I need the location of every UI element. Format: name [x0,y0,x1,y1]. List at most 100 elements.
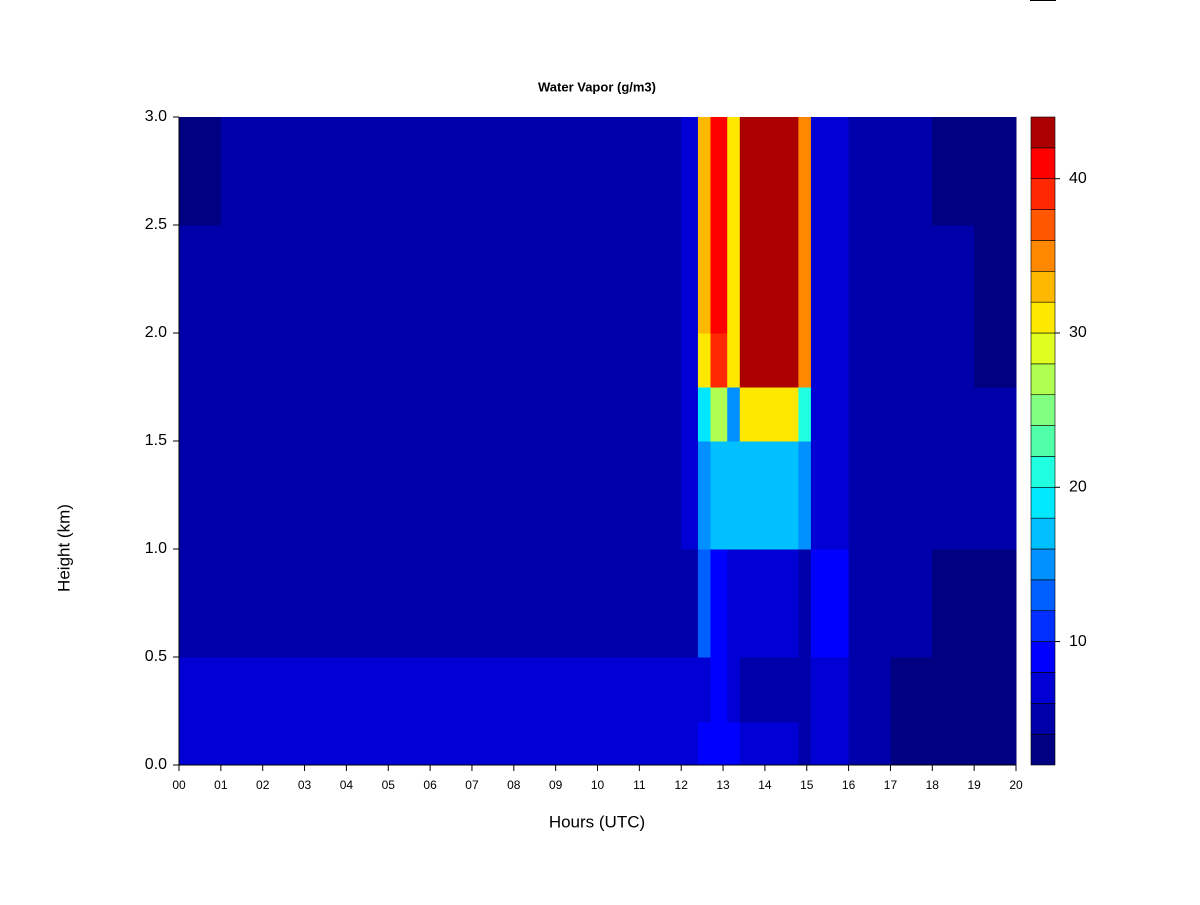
heat-cell [639,549,682,658]
heat-cell [346,117,389,226]
heat-cell [513,333,557,388]
heat-cell [471,387,515,442]
heat-cell [597,549,640,658]
heat-cell [471,721,515,766]
heat-cell [597,387,640,442]
heat-cell [597,441,640,550]
heat-cell [727,225,741,334]
colorbar-bin [1030,548,1056,581]
heat-cell [471,657,515,723]
heat-cell [179,387,222,442]
heat-cell [430,441,473,550]
heat-cell [739,721,799,766]
heat-cell [810,117,850,226]
heat-cell [681,549,699,658]
heat-cell [739,333,799,388]
colorbar-bin [1030,394,1056,426]
heat-cell [388,387,431,442]
heat-cell [727,657,741,723]
heat-cell [890,387,933,442]
heat-cell [681,657,699,723]
heat-cell [848,721,891,766]
heat-cell [739,441,799,550]
heat-cell [697,117,711,226]
heat-cell [848,657,891,723]
colorbar-bin [1030,641,1056,673]
heat-cell [932,549,975,658]
colorbar-bin [1030,240,1056,272]
x-tick-label: 04 [340,778,354,792]
heat-cell [430,721,473,766]
heat-cell [220,117,264,226]
heat-cell [555,333,598,388]
heat-cell [710,387,728,442]
x-tick-label: 19 [967,778,981,792]
heat-cell [710,117,728,226]
heat-cell [513,441,557,550]
colorbar-bin [1030,579,1056,612]
heat-cell [304,225,347,334]
x-tick-label: 07 [465,778,479,792]
heat-cell [848,549,891,658]
x-tick-label: 06 [423,778,437,792]
heat-cell [471,225,515,334]
heat-cell [513,549,557,658]
heat-cell [597,225,640,334]
heat-cell [810,387,850,442]
heat-cell [179,225,222,334]
heat-cell [710,441,728,550]
heat-cell [471,549,515,658]
x-tick-label: 09 [549,778,563,792]
heat-cell [179,441,222,550]
heat-cell [810,441,850,550]
heat-cell [304,657,347,723]
heat-cell [471,441,515,550]
heat-cell [430,387,473,442]
heat-cell [739,225,799,334]
heat-cell [220,387,264,442]
y-tick-label: 1.5 [145,432,167,449]
heat-cell [304,387,347,442]
heat-cell [346,549,389,658]
heat-cell [597,721,640,766]
x-tick-label: 08 [507,778,521,792]
heat-cell [932,225,975,334]
heat-cell [932,657,975,723]
heat-cell [220,721,264,766]
heat-cell [798,549,812,658]
heat-cell [388,721,431,766]
heat-cell [555,657,598,723]
heat-cell [430,117,473,226]
heat-cell [974,549,1017,658]
y-axis-label: Height (km) [54,504,73,592]
heat-cell [430,657,473,723]
colorbar-bin [1030,702,1056,735]
colorbar-bin [1030,486,1056,519]
heat-cell [798,657,812,723]
heat-cell [220,225,264,334]
heat-cell [848,387,891,442]
heat-cell [262,721,306,766]
heat-cell [346,441,389,550]
heat-cell [739,549,799,658]
heat-cell [513,721,557,766]
heat-cell [697,441,711,550]
colorbar-tick-label: 30 [1069,324,1087,341]
heat-cell [388,657,431,723]
y-tick-label: 0.5 [145,648,167,665]
heat-cell [697,549,711,658]
heat-cell [555,721,598,766]
colorbar-bin [1030,301,1056,334]
heat-cell [681,387,699,442]
heat-cell [810,721,850,766]
heat-cell [810,333,850,388]
heat-cell [639,117,682,226]
x-tick-label: 05 [382,778,396,792]
x-axis-label: Hours (UTC) [549,812,645,831]
heat-cell [388,117,431,226]
x-tick-label: 16 [842,778,856,792]
heat-cell [681,225,699,334]
heat-cell [798,225,812,334]
colorbar-bin [1030,270,1056,303]
heat-cell [681,333,699,388]
